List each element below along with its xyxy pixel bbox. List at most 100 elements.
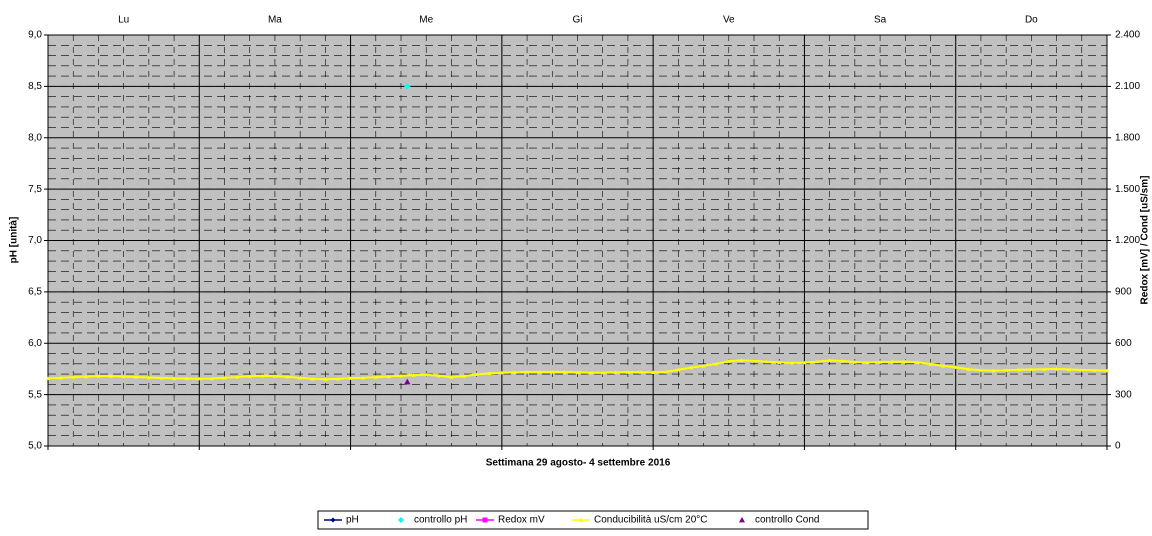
marker [991,368,996,373]
marker [436,373,441,378]
marker [701,363,706,368]
marker [789,360,794,365]
major-grid [44,34,1111,450]
marker [330,517,336,523]
marker [348,376,353,380]
marker [537,369,542,374]
y-tick-label: 7,0 [28,235,42,246]
marker [222,375,227,380]
marker [109,374,114,378]
marker [247,374,252,378]
marker [714,361,719,366]
marker [404,83,411,90]
marker [777,360,782,365]
marker [802,360,807,365]
marker [928,362,933,366]
marker [386,374,391,379]
marker [159,376,164,380]
marker [1041,367,1046,371]
marker [915,360,920,365]
marker [550,369,555,374]
marker [58,375,63,380]
marker [878,360,883,364]
y-tick-label: 8,0 [28,132,42,143]
y-tick-label: 9,0 [28,30,42,41]
marker [1016,367,1021,372]
legend-label: controllo Cond [755,515,819,526]
marker [272,374,277,378]
y2-tick-label: 2.400 [1115,30,1140,41]
marker [739,517,745,523]
marker [197,376,202,381]
marker [71,375,76,379]
marker [827,358,832,362]
y2-tick-label: 300 [1115,389,1132,400]
marker [298,375,303,380]
marker [46,376,50,380]
marker [941,363,946,368]
marker [739,358,744,362]
marker [953,365,958,369]
marker [588,370,593,375]
marker [1004,368,1009,372]
marker [404,378,411,385]
legend-label: controllo pH [414,515,467,526]
marker [399,373,403,378]
x-axis-title: Settimana 29 agosto- 4 settembre 2016 [486,458,671,469]
data-marks [46,83,1109,385]
marker [411,373,416,377]
marker [676,367,681,372]
day-label: Do [1025,15,1038,26]
marker [172,376,177,380]
y-tick-label: 7,5 [28,184,42,195]
marker [487,371,492,375]
marker [83,374,88,379]
y-tick-label: 6,5 [28,287,42,298]
y-tick-label: 8,5 [28,81,42,92]
y-tick-label: 6,0 [28,338,42,349]
marker [625,370,630,374]
legend-label: Redox mV [498,515,545,526]
y2-tick-label: 1.500 [1115,184,1140,195]
day-label: Me [419,15,433,26]
marker [462,374,467,378]
marker [764,359,769,364]
y2-tick-label: 1.800 [1115,132,1140,143]
marker [512,370,517,374]
day-label: Sa [874,15,887,26]
marker [373,375,378,379]
marker [1067,367,1072,372]
marker [449,375,454,379]
y-tick-label: 5,0 [28,441,42,452]
marker [235,374,240,379]
marker [146,375,151,380]
y2-axis-title: Redox [mV] / Cond [uS/sm] [1140,176,1151,305]
marker [978,368,983,372]
marker [285,374,290,379]
marker [726,359,731,363]
marker [361,375,366,380]
legend-label: Conducibilità uS/cm 20°C [594,515,708,526]
y2-tick-label: 2.100 [1115,81,1140,92]
marker [1054,366,1059,371]
marker [840,359,845,363]
marker [638,370,643,374]
legend-box [317,510,869,530]
marker [651,370,656,374]
y-axis-title: pH [unità] [9,217,20,264]
legend-label: pH [346,515,359,526]
marker [852,360,857,364]
day-label: Ve [723,15,735,26]
marker [1079,367,1084,372]
marker [121,374,126,379]
marker [663,370,668,374]
marker [474,372,479,377]
y2-tick-label: 1.200 [1115,235,1140,246]
marker [966,367,971,371]
marker [613,370,618,374]
legend: pH controllo pH Redox mV Conducibilità uS/c… [324,515,819,526]
marker [184,376,189,381]
marker [424,372,429,377]
day-label: Gi [573,15,583,26]
